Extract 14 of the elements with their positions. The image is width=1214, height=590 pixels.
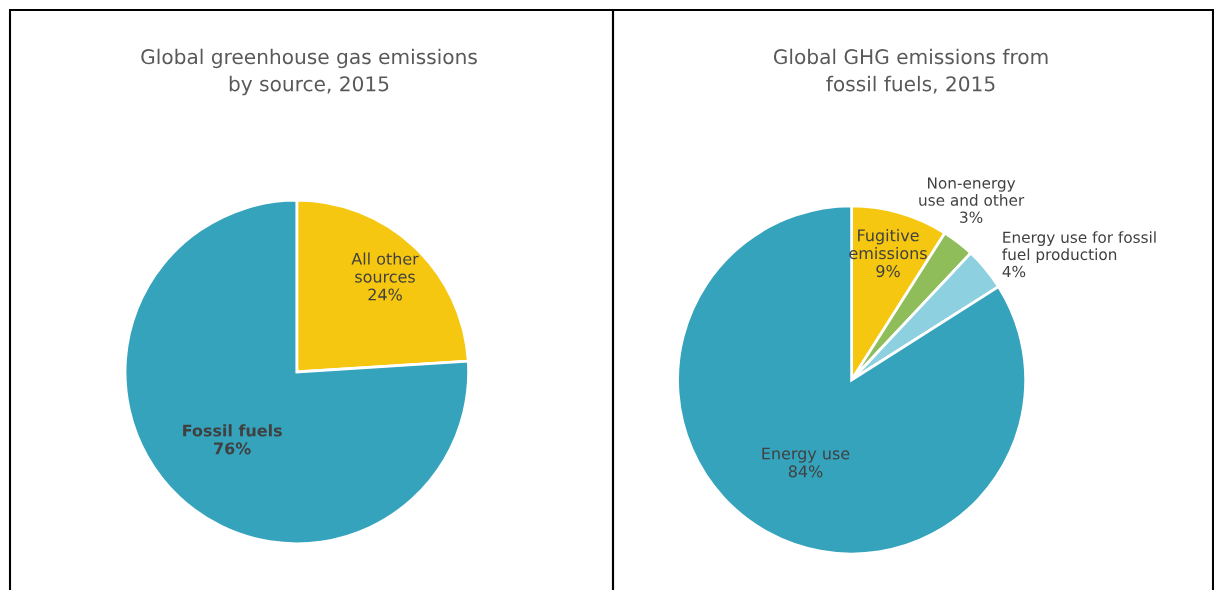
data-label: 24% bbox=[368, 288, 402, 301]
data-label: 9% bbox=[876, 265, 900, 278]
pie-slice bbox=[123, 198, 470, 546]
data-label: 76% bbox=[214, 442, 251, 455]
chart-title: Global GHG emissions from fossil fuels, 2015 bbox=[773, 48, 1048, 94]
slice-label: All other sources bbox=[351, 252, 419, 283]
slice-label: Fossil fuels bbox=[183, 424, 282, 437]
slice-label: Energy use bbox=[762, 447, 850, 463]
slice-label: Energy use for fossil fuel production bbox=[1002, 231, 1156, 264]
data-label: 3% bbox=[960, 211, 983, 223]
slice-label: Non-energy use and other bbox=[919, 177, 1025, 206]
chart-title: Global greenhouse gas emissions by source, 2015 bbox=[141, 48, 477, 96]
data-label: 4% bbox=[1002, 265, 1026, 278]
data-label: 84% bbox=[788, 465, 823, 478]
